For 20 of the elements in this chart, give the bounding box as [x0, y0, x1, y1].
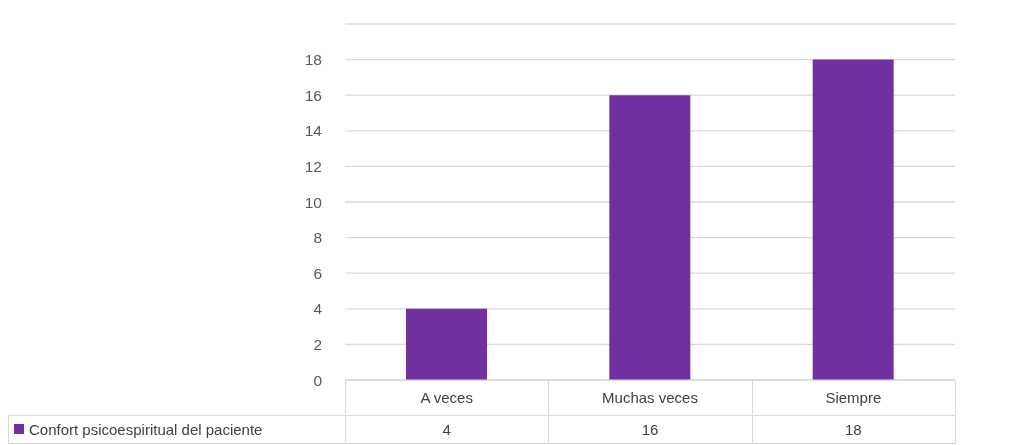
- data-label: 18: [844, 420, 862, 438]
- data-label: 16: [641, 420, 659, 438]
- y-tick-label: 18: [304, 51, 322, 69]
- data-label: 4: [442, 420, 451, 438]
- y-tick-label: 14: [304, 122, 323, 140]
- y-tick-label: 4: [313, 300, 323, 318]
- y-tick-label: 10: [304, 193, 323, 211]
- y-tick-label: 12: [304, 157, 322, 175]
- y-tick-label: 8: [313, 229, 322, 247]
- bar: [812, 59, 894, 380]
- y-tick-label: 2: [313, 335, 322, 353]
- y-tick-label: 0: [313, 371, 323, 389]
- y-tick-label: 16: [304, 86, 322, 104]
- legend-label: Confort psicoespiritual del paciente: [29, 420, 263, 438]
- x-tick-label: Muchas veces: [602, 388, 698, 406]
- bar: [609, 95, 691, 380]
- x-tick-label: Siempre: [825, 388, 882, 406]
- bar: [406, 308, 487, 380]
- x-tick-label: A veces: [420, 388, 473, 406]
- y-tick-label: 6: [313, 264, 322, 282]
